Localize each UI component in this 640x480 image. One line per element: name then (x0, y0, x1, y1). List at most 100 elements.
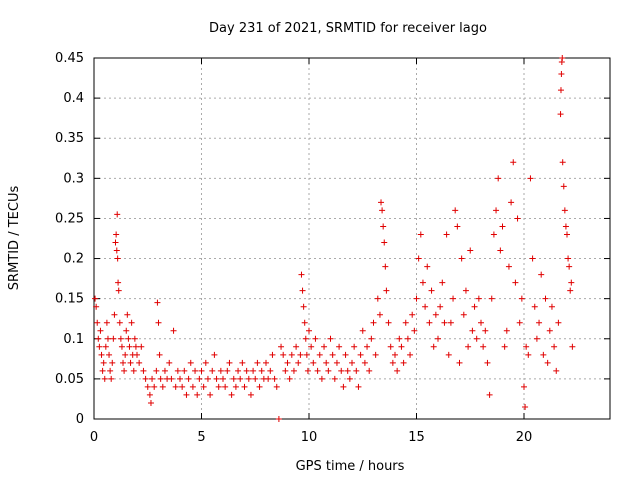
data-point-marker (104, 335, 111, 342)
data-point-marker (452, 207, 459, 214)
data-point-marker (224, 367, 231, 374)
data-point-marker (398, 343, 405, 350)
y-axis-ticks: 0 0.05 0.1 0.15 0.2 0.25 0.3 0.35 0.4 0.45 (55, 51, 610, 427)
data-point-marker (172, 383, 179, 390)
data-point-marker (142, 375, 149, 382)
data-point-marker (564, 231, 570, 238)
data-point-marker (102, 343, 109, 350)
data-point-marker (237, 375, 244, 382)
data-point-marker (376, 311, 383, 318)
data-point-marker (235, 367, 242, 374)
data-point-marker (404, 335, 411, 342)
data-point-marker (555, 319, 562, 326)
data-point-marker (456, 359, 463, 366)
data-point-marker (99, 367, 106, 374)
data-point-marker (415, 255, 422, 262)
data-point-marker (478, 319, 484, 326)
x-axis-ticks: 0 5 10 15 20 (90, 58, 532, 445)
data-point-marker (228, 391, 235, 398)
data-point-marker (318, 375, 325, 382)
data-point-marker (304, 367, 311, 374)
data-point-marker (508, 199, 515, 206)
data-point-marker (533, 335, 540, 342)
data-point-marker (114, 255, 121, 262)
data-point-marker (252, 375, 259, 382)
data-point-marker (181, 367, 188, 374)
data-point-marker (417, 231, 424, 238)
data-point-marker (131, 335, 138, 342)
data-point-marker (460, 311, 467, 318)
data-point-marker (123, 327, 130, 334)
data-point-marker (144, 383, 151, 390)
data-point-marker (200, 383, 207, 390)
data-point-marker (202, 359, 209, 366)
y-tick-label: 0.35 (55, 131, 84, 146)
data-point-marker (189, 383, 196, 390)
data-point-marker (93, 303, 100, 310)
data-point-marker (290, 367, 297, 374)
data-point-marker (536, 319, 543, 326)
data-point-marker (467, 247, 474, 254)
data-point-marker (551, 343, 558, 350)
data-point-marker (562, 223, 569, 230)
y-tick-label: 0.45 (55, 51, 84, 66)
data-point-marker (349, 359, 355, 366)
data-point-marker (548, 303, 555, 310)
data-point-marker (94, 319, 101, 326)
data-point-marker (154, 299, 161, 306)
data-point-marker (480, 343, 487, 350)
data-point-marker (568, 279, 575, 286)
data-point-marker (177, 375, 183, 382)
data-point-marker (132, 343, 139, 350)
data-point-marker (170, 327, 177, 334)
data-point-marker (331, 375, 338, 382)
data-point-marker (527, 175, 534, 182)
data-point-marker (213, 375, 220, 382)
data-point-marker (518, 295, 525, 302)
data-point-marker (445, 351, 452, 358)
x-tick-label: 15 (408, 430, 425, 445)
data-point-marker (458, 255, 465, 262)
data-point-marker (525, 351, 532, 358)
data-point-marker (366, 367, 373, 374)
data-point-marker (312, 335, 319, 342)
data-point-marker (128, 319, 135, 326)
data-point-marker (379, 207, 386, 214)
data-point-marker (207, 391, 214, 398)
data-point-marker (411, 327, 418, 334)
data-point-marker (368, 335, 375, 342)
data-point-marker (493, 207, 500, 214)
data-point-marker (565, 255, 572, 262)
data-point-marker (153, 367, 160, 374)
data-point-marker (122, 351, 129, 358)
chart-title: Day 231 of 2021, SRMTID for receiver lag… (209, 21, 487, 36)
y-tick-label: 0.25 (55, 211, 84, 226)
data-point-marker (250, 367, 257, 374)
data-point-marker (314, 367, 321, 374)
data-point-marker (497, 247, 504, 254)
data-point-marker (120, 359, 127, 366)
data-point-marker (298, 271, 305, 278)
data-point-marker (98, 351, 105, 358)
data-point-marker (501, 343, 508, 350)
data-point-marker (521, 383, 527, 390)
x-tick-label: 10 (301, 430, 318, 445)
data-point-marker (359, 327, 366, 334)
data-point-marker (159, 383, 166, 390)
y-tick-label: 0.3 (63, 171, 84, 186)
data-point-marker (247, 391, 254, 398)
data-point-marker (361, 359, 368, 366)
data-point-marker (101, 375, 108, 382)
data-point-marker (243, 367, 250, 374)
data-point-marker (544, 359, 551, 366)
data-point-marker (204, 375, 211, 382)
data-point-marker (116, 319, 123, 326)
data-point-marker (108, 375, 115, 382)
data-point-marker (217, 367, 224, 374)
data-point-marker (346, 375, 353, 382)
data-point-marker (422, 303, 429, 310)
data-point-marker (558, 71, 565, 78)
data-point-marker (538, 271, 545, 278)
data-point-marker (419, 279, 426, 286)
data-point-marker (523, 343, 530, 350)
